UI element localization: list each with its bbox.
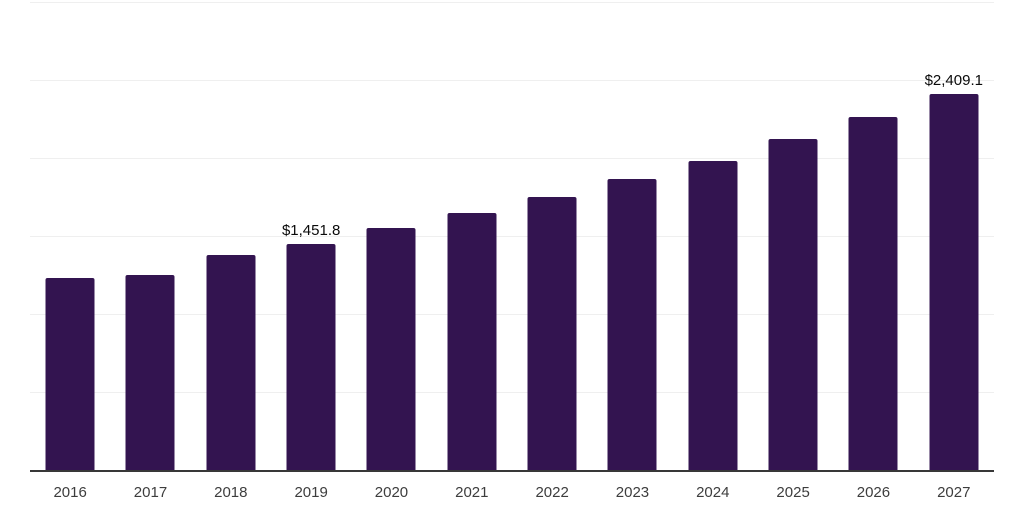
gridline-1000	[30, 314, 994, 316]
slot-2022	[512, 2, 592, 470]
slot-2018	[191, 2, 271, 470]
slot-2027: $2,409.1	[914, 2, 994, 470]
slot-2024	[673, 2, 753, 470]
bar-2024	[688, 160, 738, 470]
gridline-500	[30, 392, 994, 394]
plot-area: $1,451.8 $2,409.1	[30, 2, 994, 472]
slot-2021	[432, 2, 512, 470]
x-axis-labels: 2016 2017 2018 2019 2020 2021 2022 2023 2024 2025…	[30, 472, 994, 501]
bar-2017	[125, 275, 175, 470]
x-tick-2017: 2017	[133, 484, 168, 501]
bar-2019	[286, 243, 336, 470]
x-tick-2016: 2016	[53, 484, 87, 501]
slot-2019: $1,451.8	[271, 2, 351, 470]
slot-2016	[30, 2, 110, 470]
bars: $1,451.8 $2,409.1	[30, 2, 994, 470]
bar-2016	[45, 278, 95, 470]
bar-2023	[607, 179, 657, 470]
bar-2018	[206, 255, 256, 470]
data-label-2027: $2,409.1	[924, 72, 983, 90]
data-label-2019: $1,451.8	[281, 221, 341, 239]
x-tick-2025: 2025	[776, 484, 810, 501]
x-tick-2027: 2027	[937, 484, 971, 501]
gridline-2500	[30, 80, 994, 81]
slot-2026	[833, 2, 913, 470]
slot-2023	[592, 2, 672, 470]
x-tick-2024: 2024	[696, 484, 730, 501]
slot-2020	[351, 2, 431, 470]
bar-2021	[447, 213, 497, 470]
bar-2025	[768, 138, 818, 470]
bar-2022	[527, 196, 577, 470]
gridline-3000	[30, 2, 994, 3]
bar-2027	[929, 94, 979, 470]
x-tick-2026: 2026	[856, 484, 891, 501]
x-tick-2022: 2022	[535, 484, 569, 501]
x-tick-2018: 2018	[214, 484, 248, 501]
x-tick-2020: 2020	[374, 484, 409, 501]
x-tick-2019: 2019	[294, 484, 328, 501]
gridline-2000	[30, 158, 994, 160]
bar-2026	[848, 116, 898, 470]
x-tick-2021: 2021	[455, 484, 489, 501]
bar-2020	[366, 228, 416, 470]
slot-2025	[753, 2, 833, 470]
x-tick-2023: 2023	[615, 484, 650, 501]
gridline-1500	[30, 236, 994, 237]
slot-2017	[110, 2, 190, 470]
